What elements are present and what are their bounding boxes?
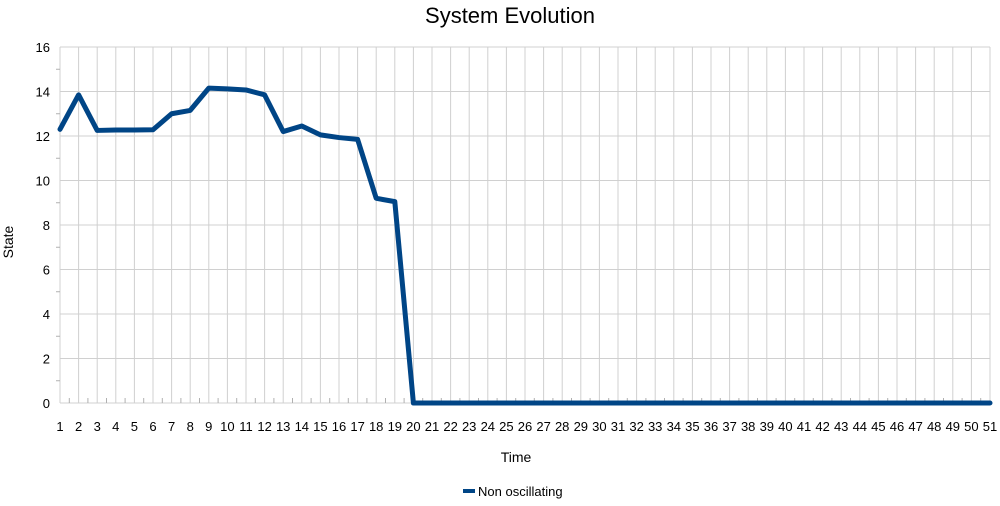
x-tick-label: 18: [369, 419, 383, 434]
series-line: [57, 85, 993, 406]
x-tick-label: 7: [168, 419, 175, 434]
x-tick-label: 13: [276, 419, 290, 434]
x-tick-label: 33: [648, 419, 662, 434]
x-tick-label: 14: [295, 419, 309, 434]
x-tick-label: 15: [313, 419, 327, 434]
x-tick-label: 4: [112, 419, 119, 434]
x-tick-label: 27: [536, 419, 550, 434]
legend: Non oscillating: [463, 484, 563, 499]
x-tick-label: 36: [704, 419, 718, 434]
x-tick-label: 38: [741, 419, 755, 434]
x-tick-label: 47: [908, 419, 922, 434]
grid-lines: [59, 46, 991, 404]
x-tick-label: 25: [499, 419, 513, 434]
x-tick-label: 1: [56, 419, 63, 434]
x-tick-label: 3: [94, 419, 101, 434]
x-tick-label: 35: [685, 419, 699, 434]
x-tick-label: 2: [75, 419, 82, 434]
x-tick-label: 11: [239, 419, 253, 434]
x-tick-label: 10: [220, 419, 234, 434]
x-tick-label: 45: [871, 419, 885, 434]
y-tick-label: 14: [36, 85, 50, 100]
x-tick-label: 39: [760, 419, 774, 434]
x-tick-label: 31: [611, 419, 625, 434]
x-tick-label: 21: [425, 419, 439, 434]
x-tick-label: 8: [187, 419, 194, 434]
x-tick-label: 30: [592, 419, 606, 434]
x-tick-label: 48: [927, 419, 941, 434]
x-tick-label: 19: [388, 419, 402, 434]
y-tick-label: 8: [43, 218, 50, 233]
y-tick-label: 6: [43, 263, 50, 278]
x-tick-label: 23: [462, 419, 476, 434]
y-tick-label: 0: [43, 396, 50, 411]
x-tick-label: 43: [834, 419, 848, 434]
x-tick-label: 40: [778, 419, 792, 434]
x-tick-label: 34: [667, 419, 681, 434]
chart-title: System Evolution: [425, 3, 595, 28]
y-tick-label: 12: [36, 129, 50, 144]
x-tick-label: 42: [815, 419, 829, 434]
x-tick-label: 46: [890, 419, 904, 434]
y-tick-label: 4: [43, 307, 50, 322]
x-tick-label: 50: [964, 419, 978, 434]
y-tick-label: 16: [36, 40, 50, 55]
x-tick-label: 41: [797, 419, 811, 434]
x-tick-label: 26: [518, 419, 532, 434]
x-tick-label: 24: [481, 419, 495, 434]
x-tick-label: 6: [149, 419, 156, 434]
y-tick-label: 2: [43, 352, 50, 367]
x-tick-label: 44: [853, 419, 867, 434]
x-tick-label: 20: [406, 419, 420, 434]
x-tick-label: 12: [257, 419, 271, 434]
x-tick-label: 29: [574, 419, 588, 434]
x-tick-labels: 1 2 3 4 5 6 7 8 9 10 11 12 13 14 15 16 17 18 19 20 21 22 23 24 2…: [56, 419, 997, 434]
minor-ticks: [56, 68, 982, 403]
y-tick-label: 10: [36, 174, 50, 189]
x-tick-label: 22: [443, 419, 457, 434]
y-tick-labels: 0 2 4 6 8 10 12 14 16: [36, 40, 50, 411]
y-axis-title: State: [0, 225, 16, 258]
series-group: [57, 85, 993, 406]
x-tick-label: 28: [555, 419, 569, 434]
x-tick-label: 51: [983, 419, 997, 434]
x-tick-label: 17: [350, 419, 364, 434]
x-tick-label: 5: [131, 419, 138, 434]
x-tick-label: 16: [332, 419, 346, 434]
x-axis-title: Time: [501, 449, 532, 465]
x-tick-label: 49: [946, 419, 960, 434]
legend-label: Non oscillating: [478, 484, 563, 499]
x-tick-label: 32: [629, 419, 643, 434]
x-tick-label: 37: [722, 419, 736, 434]
x-tick-label: 9: [205, 419, 212, 434]
